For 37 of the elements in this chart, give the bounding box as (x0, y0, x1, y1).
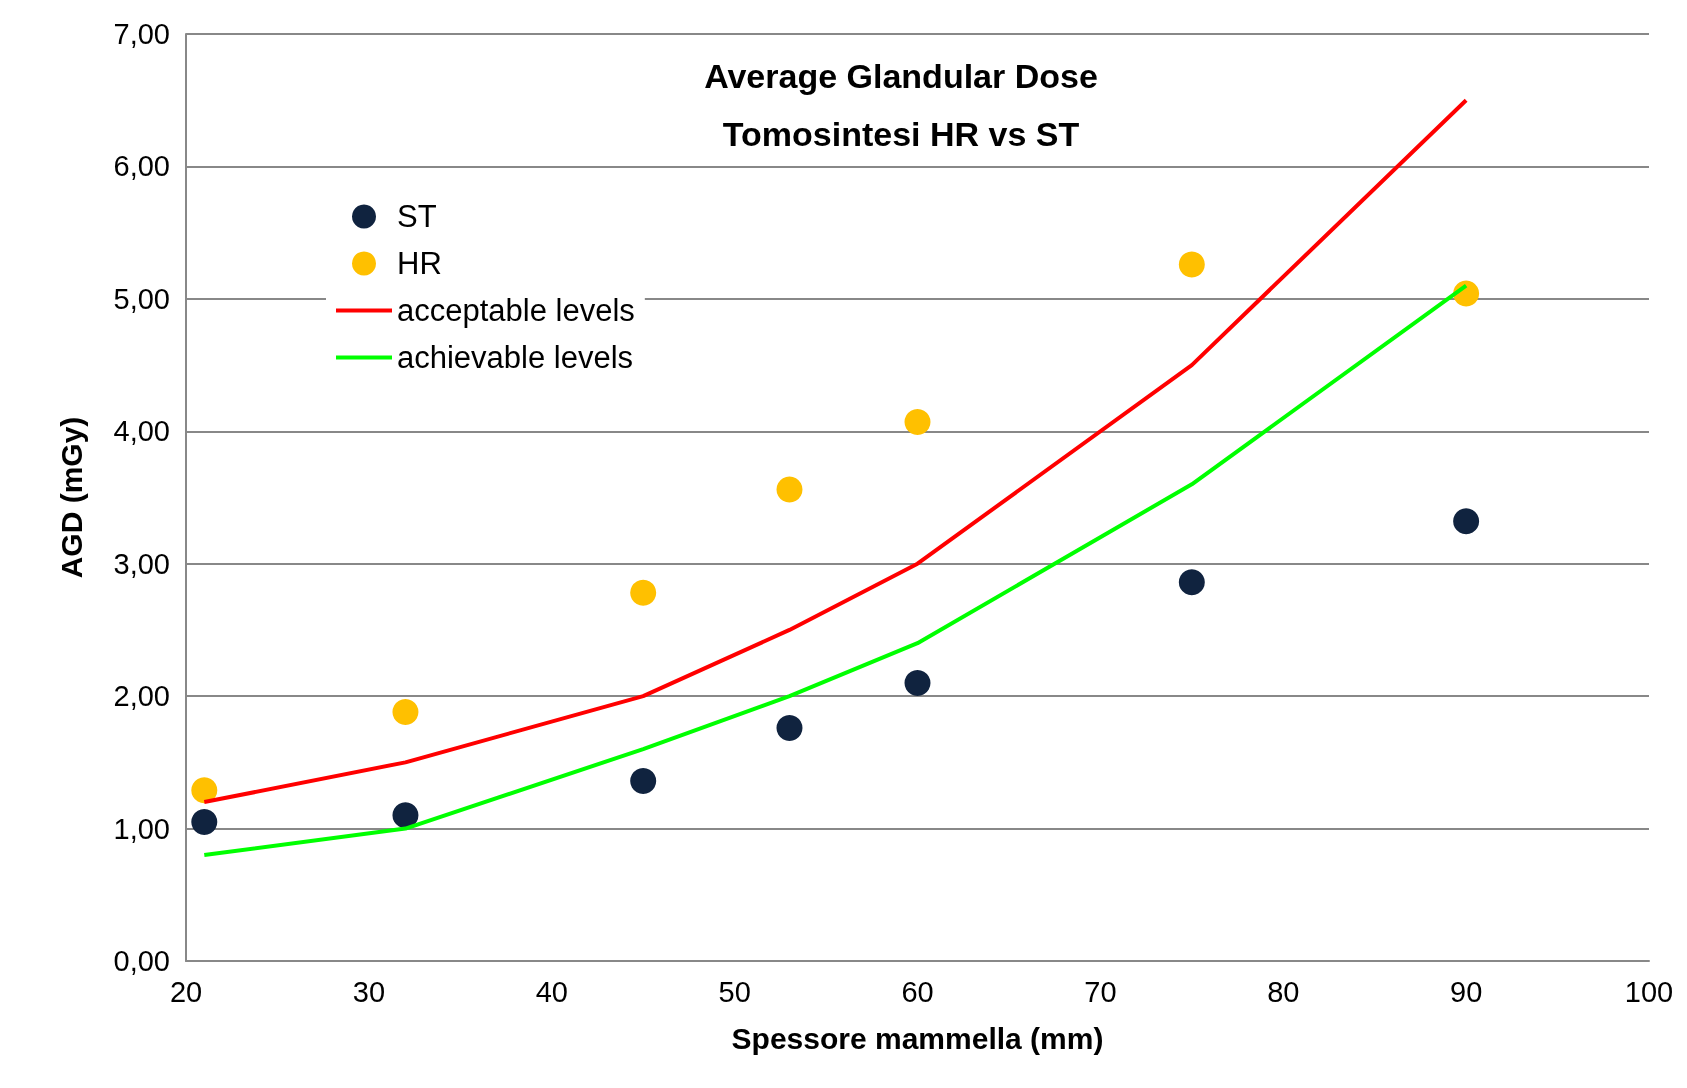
x-tick-label: 40 (535, 975, 568, 1008)
point (776, 714, 803, 741)
y-tick-label: 5,00 (113, 282, 170, 315)
x-tick-label: 70 (1084, 975, 1117, 1008)
y-tick-label: 3,00 (113, 547, 170, 580)
point (191, 808, 218, 835)
x-axis-title: Spessore mammella (mm) (731, 1021, 1104, 1055)
legend-label: achievable levels (397, 340, 634, 375)
point (630, 767, 657, 794)
x-tick-label: 100 (1624, 975, 1674, 1008)
point (1178, 569, 1205, 596)
point (1178, 251, 1205, 278)
x-tick-label: 30 (352, 975, 386, 1008)
legend-label: ST (397, 199, 437, 234)
y-tick-label: 2,00 (113, 680, 170, 713)
point (630, 579, 657, 606)
x-tick-label: 80 (1267, 975, 1300, 1008)
x-tick-label: 90 (1449, 975, 1483, 1008)
y-tick-label: 7,00 (113, 18, 170, 50)
y-tick-label: 6,00 (113, 150, 170, 183)
point (392, 802, 419, 829)
x-tick-label: 20 (169, 975, 203, 1008)
point (776, 476, 803, 503)
y-axis-title: AGD (mGy) (54, 416, 88, 579)
legend-label: HR (397, 246, 442, 281)
legend-label: acceptable levels (397, 293, 635, 328)
point (392, 699, 419, 726)
point (904, 669, 931, 696)
x-tick-label: 60 (901, 975, 934, 1008)
y-tick-label: 1,00 (113, 812, 170, 845)
point (1453, 508, 1480, 535)
point (191, 777, 218, 804)
x-tick-label: 50 (718, 975, 751, 1008)
text: Average Glandular Dose Tomosintesi HR vs ST (704, 57, 1098, 153)
point (904, 409, 931, 436)
y-tick-label: 4,00 (113, 415, 170, 448)
y-tick-label: 0,00 (113, 945, 170, 977)
